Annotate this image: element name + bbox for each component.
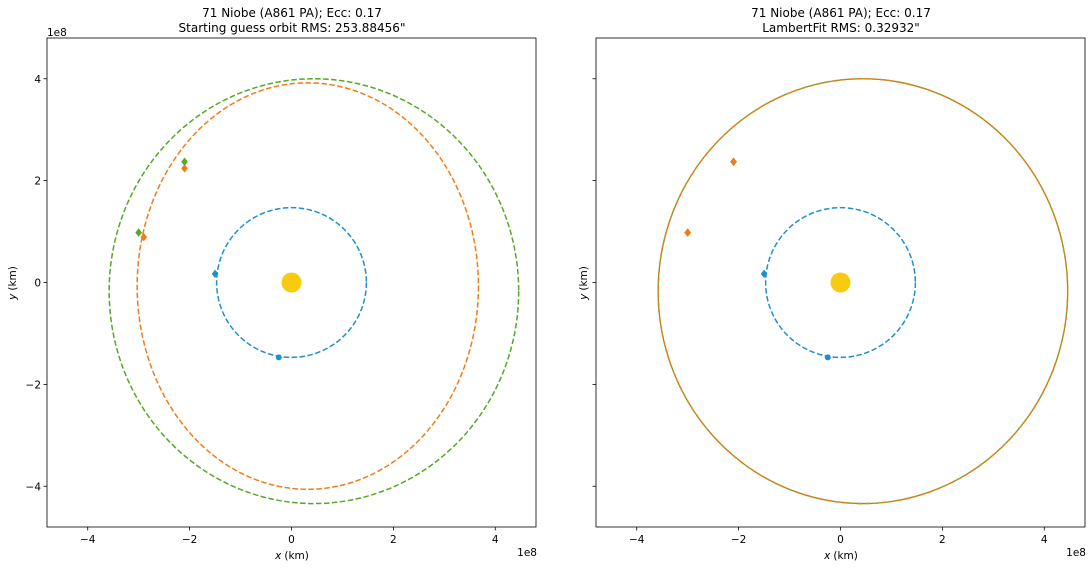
- left-y-tick-label-2: 0: [34, 278, 41, 290]
- left-x-offset-text: 1e8: [517, 547, 537, 559]
- right-x-axis-label-unit: (km): [833, 550, 858, 562]
- left-orbit-0: [215, 206, 368, 359]
- left-x-axis-label: x (km): [274, 550, 309, 562]
- left-plot-title-line1: 71 Niobe (A861 PA); Ecc: 0.17: [202, 6, 382, 20]
- right-y-axis-label: y (km): [578, 266, 590, 301]
- right-plot-area: [657, 77, 1069, 505]
- left-point-2: [181, 164, 188, 173]
- left-x-tick-label-0: −4: [80, 534, 96, 546]
- left-x-tick-label-2: 0: [288, 534, 295, 546]
- right-x-tick-label-2: 0: [837, 534, 844, 546]
- left-point-1: [275, 354, 282, 361]
- right-point-1: [824, 354, 831, 361]
- right-orbit-0: [764, 206, 917, 359]
- right-x-axis-label: x (km): [823, 550, 858, 562]
- left-y-tick-label-1: −2: [26, 379, 41, 391]
- right-x-axis-label-var: x: [823, 550, 831, 562]
- left-y-tick-label-3: 2: [34, 176, 41, 188]
- right-x-tick-label-1: −2: [731, 534, 746, 546]
- right-y-axis-label-unit: (km): [578, 266, 590, 291]
- right-plot-title-line1: 71 Niobe (A861 PA); Ecc: 0.17: [751, 6, 931, 20]
- left-orbit-1: [136, 82, 480, 491]
- left-y-axis-label-var: y: [7, 293, 19, 301]
- right-y-axis-label-var: y: [578, 293, 590, 301]
- right-x-tick-label-0: −4: [629, 534, 645, 546]
- right-x-tick-label-3: 2: [939, 534, 946, 546]
- left-orbit-2: [108, 77, 520, 505]
- right-orbit-2: [657, 77, 1069, 505]
- left-x-tick-label-3: 2: [390, 534, 397, 546]
- left-x-axis-label-var: x: [274, 550, 282, 562]
- right-point-4: [730, 157, 737, 166]
- right-sun-marker: [830, 272, 851, 293]
- left-y-tick-label-0: −4: [26, 481, 42, 493]
- left-point-5: [135, 228, 143, 237]
- left-x-axis-label-unit: (km): [284, 550, 309, 562]
- left-y-tick-label-4: 4: [34, 74, 41, 86]
- left-sun-marker: [281, 272, 302, 293]
- right-x-tick-label-4: 4: [1041, 534, 1048, 546]
- left-y-offset-text: 1e8: [47, 27, 67, 39]
- left-point-4: [181, 157, 188, 166]
- right-point-5: [684, 228, 692, 237]
- left-plot-area: [108, 77, 520, 505]
- right-plot-panel: 71 Niobe (A861 PA); Ecc: 0.17 LambertFit…: [578, 6, 1086, 562]
- left-plot-panel: 71 Niobe (A861 PA); Ecc: 0.17 Starting g…: [7, 6, 537, 562]
- left-x-tick-label-1: −2: [182, 534, 197, 546]
- left-x-tick-label-4: 4: [492, 534, 499, 546]
- left-point-0: [211, 269, 219, 279]
- left-plot-title-line2: Starting guess orbit RMS: 253.88456": [179, 21, 406, 35]
- right-point-0: [760, 269, 768, 279]
- right-orbit-1: [657, 78, 1069, 505]
- right-x-offset-text: 1e8: [1066, 547, 1086, 559]
- left-y-axis-label: y (km): [7, 266, 19, 301]
- left-y-axis-label-unit: (km): [7, 266, 19, 291]
- left-point-3: [140, 232, 148, 242]
- right-plot-title-line2: LambertFit RMS: 0.32932": [762, 21, 920, 35]
